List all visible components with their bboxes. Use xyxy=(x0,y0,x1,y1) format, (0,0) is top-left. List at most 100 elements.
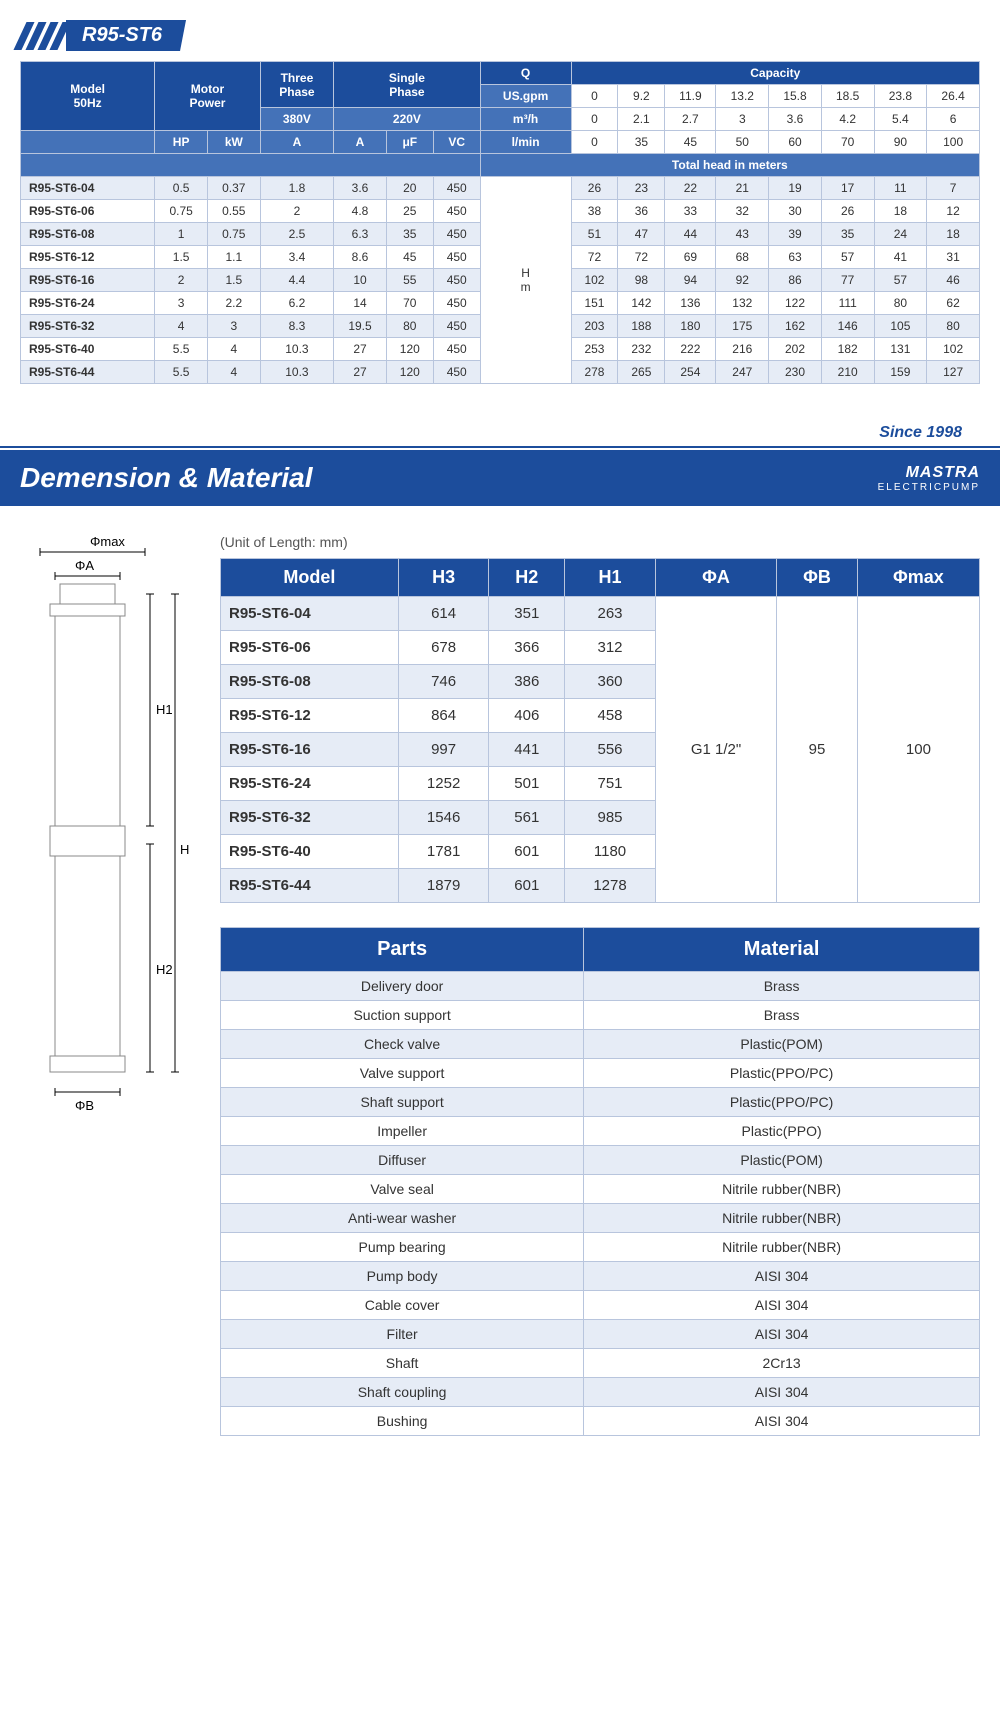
mat-material: AISI 304 xyxy=(584,1262,980,1291)
dim-header: Model xyxy=(221,559,399,597)
cell-head: 46 xyxy=(927,269,980,292)
mat-row: Pump bearing Nitrile rubber(NBR) xyxy=(221,1233,980,1262)
cell-head: 94 xyxy=(665,269,716,292)
mat-row: Check valve Plastic(POM) xyxy=(221,1030,980,1059)
cell-vc: 450 xyxy=(433,177,480,200)
cell-a3: 3.4 xyxy=(260,246,334,269)
cell-a3: 2 xyxy=(260,200,334,223)
dim-h1: 556 xyxy=(565,733,656,767)
cell-head: 122 xyxy=(769,292,822,315)
cell-head: 247 xyxy=(716,361,769,384)
mat-part: Check valve xyxy=(221,1030,584,1059)
dim-h2: 601 xyxy=(489,869,565,903)
cell-head: 23 xyxy=(618,177,665,200)
svg-text:ΦA: ΦA xyxy=(75,558,94,573)
cell-a1: 8.6 xyxy=(334,246,387,269)
cell-head: 47 xyxy=(618,223,665,246)
cell-a1: 3.6 xyxy=(334,177,387,200)
cap-lmin: 35 xyxy=(618,131,665,154)
mat-part: Shaft support xyxy=(221,1088,584,1117)
cell-vc: 450 xyxy=(433,223,480,246)
mat-row: Cable cover AISI 304 xyxy=(221,1291,980,1320)
cell-uf: 45 xyxy=(386,246,433,269)
cell-a3: 8.3 xyxy=(260,315,334,338)
mat-material: AISI 304 xyxy=(584,1407,980,1436)
cell-vc: 450 xyxy=(433,292,480,315)
dim-model: R95-ST6-24 xyxy=(221,767,399,801)
mat-material: 2Cr13 xyxy=(584,1349,980,1378)
dim-header: ΦA xyxy=(655,559,776,597)
brand-block: MASTRA ELECTRICPUMP xyxy=(878,464,980,493)
cell-hp: 3 xyxy=(155,292,208,315)
dim-h1: 985 xyxy=(565,801,656,835)
cell-uf: 20 xyxy=(386,177,433,200)
svg-text:Φmax: Φmax xyxy=(90,534,125,549)
cell-kw: 1.5 xyxy=(207,269,260,292)
cell-model: R95-ST6-16 xyxy=(21,269,155,292)
cell-a1: 27 xyxy=(334,361,387,384)
cell-head: 77 xyxy=(821,269,874,292)
cell-vc: 450 xyxy=(433,269,480,292)
dim-phimax: 100 xyxy=(857,597,979,903)
cell-head: 80 xyxy=(927,315,980,338)
mat-row: Delivery door Brass xyxy=(221,972,980,1001)
cell-head: 33 xyxy=(665,200,716,223)
cell-model: R95-ST6-40 xyxy=(21,338,155,361)
cell-a1: 4.8 xyxy=(334,200,387,223)
cell-head: 41 xyxy=(874,246,927,269)
mat-part: Suction support xyxy=(221,1001,584,1030)
mat-material: AISI 304 xyxy=(584,1320,980,1349)
col-motor-power: MotorPower xyxy=(155,62,260,131)
cell-hp: 0.5 xyxy=(155,177,208,200)
svg-text:H2: H2 xyxy=(156,962,173,977)
dim-h1: 360 xyxy=(565,665,656,699)
dim-h2: 366 xyxy=(489,631,565,665)
cell-kw: 2.2 xyxy=(207,292,260,315)
dim-model: R95-ST6-06 xyxy=(221,631,399,665)
mat-header: Parts xyxy=(221,928,584,972)
cell-model: R95-ST6-08 xyxy=(21,223,155,246)
cell-head: 44 xyxy=(665,223,716,246)
brand-sub: ELECTRICPUMP xyxy=(878,482,980,493)
cell-vc: 450 xyxy=(433,246,480,269)
cell-head: 254 xyxy=(665,361,716,384)
dim-row: R95-ST6-04 614 351 263G1 1/2" 95 100 xyxy=(221,597,980,631)
cell-head: 31 xyxy=(927,246,980,269)
cell-head: 102 xyxy=(927,338,980,361)
dim-h1: 458 xyxy=(565,699,656,733)
mat-part: Diffuser xyxy=(221,1146,584,1175)
cell-head: 17 xyxy=(821,177,874,200)
col-vc: VC xyxy=(433,131,480,154)
cell-a1: 14 xyxy=(334,292,387,315)
cell-head: 182 xyxy=(821,338,874,361)
cap-gpm: 26.4 xyxy=(927,85,980,108)
cap-m3h: 2.7 xyxy=(665,108,716,131)
product-header: R95-ST6 xyxy=(20,20,1000,51)
cell-head: 51 xyxy=(571,223,618,246)
cell-head: 146 xyxy=(821,315,874,338)
cell-head: 36 xyxy=(618,200,665,223)
cell-head: 72 xyxy=(618,246,665,269)
mat-row: Bushing AISI 304 xyxy=(221,1407,980,1436)
cell-uf: 55 xyxy=(386,269,433,292)
cap-gpm: 15.8 xyxy=(769,85,822,108)
mat-row: Anti-wear washer Nitrile rubber(NBR) xyxy=(221,1204,980,1233)
cell-a1: 19.5 xyxy=(334,315,387,338)
dim-phib: 95 xyxy=(777,597,858,903)
dim-model: R95-ST6-40 xyxy=(221,835,399,869)
cell-kw: 3 xyxy=(207,315,260,338)
col-380v: 380V xyxy=(260,108,334,131)
dim-header: Φmax xyxy=(857,559,979,597)
cell-head: 63 xyxy=(769,246,822,269)
cap-lmin: 45 xyxy=(665,131,716,154)
cell-uf: 120 xyxy=(386,361,433,384)
dim-model: R95-ST6-32 xyxy=(221,801,399,835)
dim-h3: 1546 xyxy=(398,801,489,835)
dim-h1: 1278 xyxy=(565,869,656,903)
cell-model: R95-ST6-04 xyxy=(21,177,155,200)
cell-head: 202 xyxy=(769,338,822,361)
cell-head: 12 xyxy=(927,200,980,223)
cell-head: 24 xyxy=(874,223,927,246)
dim-model: R95-ST6-08 xyxy=(221,665,399,699)
mat-material: Brass xyxy=(584,1001,980,1030)
